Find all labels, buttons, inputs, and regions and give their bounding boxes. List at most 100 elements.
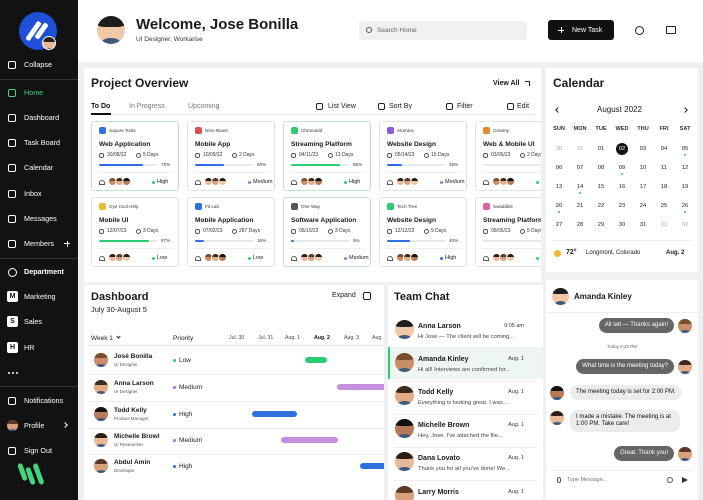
button-label: New Task [572,26,603,34]
calendar-day[interactable]: 01 [597,146,605,152]
new-task-button[interactable]: New Task [548,20,614,40]
calendar-day[interactable]: 31 [639,222,647,228]
avatar-hair [395,419,414,426]
calendar-day[interactable]: 03 [639,146,647,152]
chat-row[interactable]: Anna Larson 9:05 am Hi Jose — The client w… [388,317,543,349]
print-icon[interactable] [666,26,676,34]
chat-row[interactable]: Michelle Brown Aug. 1 Hey, Jose. I've atta… [388,416,543,448]
calendar-day[interactable]: 26 [681,203,689,209]
expand-button[interactable]: Expand [332,292,356,299]
calendar-day[interactable]: 15 [597,184,605,190]
settings-icon[interactable] [635,26,644,35]
nav-item[interactable]: Marketing [24,292,56,301]
nav-item[interactable]: HR [24,343,35,352]
project-card[interactable]: Swaddlist Streaming Platform 05/05/23 5 Day… [475,197,541,267]
project-card[interactable]: Tech Tree Website Design 12/12/22 9 Days 40%… [379,197,467,267]
project-title: Website Design [387,141,436,148]
calendar-day[interactable]: 25 [660,203,668,209]
calendar-day[interactable]: 18 [660,184,668,190]
prev-month[interactable] [555,107,561,113]
calendar-day[interactable]: 12 [681,165,689,171]
calendar-day[interactable]: 11 [660,165,668,171]
nav-item[interactable]: Collapse [24,60,52,69]
calendar-day[interactable]: 31 [576,146,584,152]
card-divider [98,172,174,173]
nav-item[interactable]: Profile [24,421,45,430]
nav-item[interactable]: Sales [24,317,42,326]
avatar [395,353,414,372]
calendar-day[interactable]: 07 [576,165,584,171]
chat-row[interactable]: Larry Morris Aug. 1 [388,483,543,500]
message-input[interactable]: Type Message... [551,470,693,487]
calendar-day[interactable]: 14 [576,184,584,190]
chat-row[interactable]: Amanda Kinley Aug. 1 Hi all! Interviews ar… [388,350,543,382]
project-card[interactable]: Square Tools Web Application 30/08/22 5 Day… [91,121,179,191]
divider [546,312,698,313]
project-card[interactable]: Nitro Boost Mobile App 10/09/22 2 Days 50% Me… [187,121,275,191]
calendar-day[interactable]: 21 [576,203,584,209]
event-dot [558,211,560,213]
nav-item[interactable]: Dashboard [24,113,60,122]
calendar-day[interactable]: 04 [660,146,668,152]
tab[interactable]: Upcoming [188,103,220,110]
icon [99,153,104,158]
calendar-day[interactable]: 09 [618,165,626,171]
nav-item[interactable]: Sign Out [24,446,52,455]
avatar-shirt [554,301,567,305]
calendar-day[interactable]: 30 [555,146,563,152]
project-date: 03/06/23 [491,152,511,158]
calendar-day[interactable]: 19 [681,184,689,190]
header-divider [88,345,384,346]
chat-row[interactable]: Dana Lovato Aug. 1 Thank you for all you'v… [388,449,543,481]
project-title: Software Application [291,217,357,224]
calendar-day[interactable]: 06 [555,165,563,171]
chat-preview: Hi all! Interviews are confirmed for... [418,367,511,373]
project-card[interactable]: Fit Lab Mobile Application 07/02/23 287 Day… [187,197,275,267]
next-month[interactable] [682,107,688,113]
toolbar-button[interactable]: Filter [457,103,473,110]
calendar-day[interactable]: 02 [618,146,626,152]
week-select[interactable]: Week 1 [91,335,113,342]
tab[interactable]: In Progress [129,103,165,110]
avatar-shirt [117,185,123,186]
calendar-day[interactable]: 28 [576,222,584,228]
toolbar-button[interactable]: Sort By [389,103,412,110]
nav-item[interactable]: Inbox [24,189,42,198]
project-card[interactable]: One Way Software Application 05/10/22 3 Day… [283,197,371,267]
calendar-day[interactable]: 24 [639,203,647,209]
nav-item[interactable]: Notifications [24,396,64,405]
tab[interactable]: To Do [91,103,111,110]
calendar-day[interactable]: 29 [597,222,605,228]
chat-bubble: The meeting today is set for 2:00 PM. [570,385,682,400]
calendar-day[interactable]: 02 [681,222,689,228]
nav-item[interactable]: Members [24,239,54,248]
toolbar-button[interactable]: Edit [517,103,530,110]
project-card[interactable]: Chromatid Streaming Platform 04/11/23 13 Da… [283,121,371,191]
calendar-day[interactable]: 30 [618,222,626,228]
toolbar-button[interactable]: List View [328,103,356,110]
calendar-day[interactable]: 16 [618,184,626,190]
panel-title: Calendar [553,76,605,90]
panel-title: Project Overview [91,76,189,90]
calendar-day[interactable]: 20 [555,203,563,209]
avatar-shirt [680,370,690,374]
nav-item[interactable]: Messages [24,214,57,223]
project-card[interactable]: Atomica Website Design 05/14/23 15 Days 25% M… [379,121,467,191]
calendar-day[interactable]: 23 [618,203,626,209]
calendar-day[interactable]: 27 [555,222,563,228]
calendar-day[interactable]: 05 [681,146,689,152]
calendar-day[interactable]: 17 [639,184,647,190]
nav-item[interactable]: Task Board [24,138,60,147]
calendar-day[interactable]: 01 [660,222,668,228]
calendar-day[interactable]: 22 [597,203,605,209]
view-all-link[interactable]: View All [493,80,520,87]
calendar-day[interactable]: 10 [639,165,647,171]
project-card[interactable]: Cye Cool Help Mobile UI 12/07/23 3 Days 87% L… [91,197,179,267]
calendar-day[interactable]: 08 [597,165,605,171]
chat-row[interactable]: Todd Kelly Aug. 1 Everything is looking gr… [388,383,543,415]
nav-item[interactable]: Home [24,88,44,97]
nav-item[interactable]: Calendar [24,163,54,172]
search-box[interactable]: Search Home [359,21,527,40]
calendar-day[interactable]: 13 [555,184,563,190]
